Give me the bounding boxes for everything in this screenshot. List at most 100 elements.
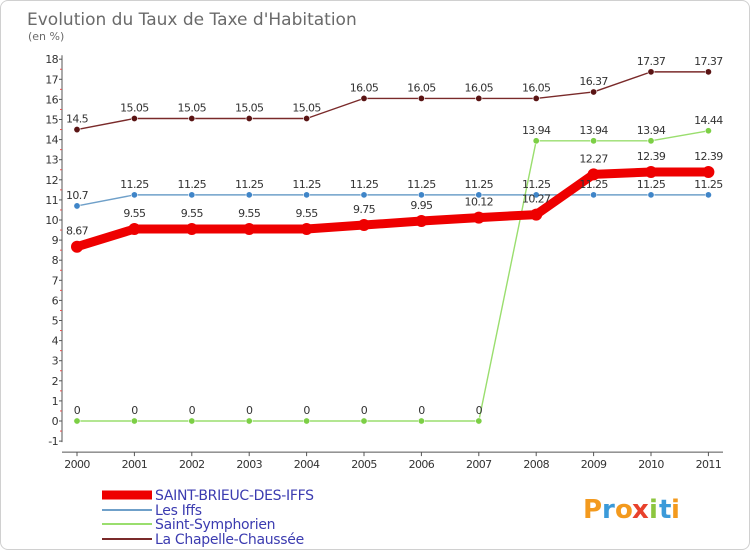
data-label: 15.05 [120, 101, 149, 114]
data-point [303, 191, 311, 199]
series-line [72, 167, 713, 252]
data-point [245, 417, 253, 425]
y-tick-label: 17 [45, 73, 58, 86]
legend-label: Saint-Symphorien [155, 517, 275, 533]
y-tick-label: 10 [45, 214, 58, 227]
data-point [360, 191, 368, 199]
logo-letter: o [615, 495, 633, 525]
data-point [130, 417, 138, 425]
series-line [76, 71, 710, 131]
data-label: 15.05 [235, 101, 264, 114]
data-label: 11.25 [694, 178, 723, 191]
data-label: 10.27 [522, 193, 551, 206]
data-point [188, 191, 196, 199]
y-tick-label: 2 [52, 375, 58, 388]
data-label: 8.67 [66, 225, 89, 238]
y-tick-label: 12 [45, 174, 58, 187]
chart-subtitle: (en %) [28, 30, 64, 43]
data-point [475, 417, 483, 425]
data-label: 0 [189, 404, 196, 417]
data-point [73, 202, 81, 210]
data-point [245, 114, 253, 122]
data-label: 9.55 [296, 207, 319, 220]
x-tick-label: 2010 [638, 458, 664, 471]
data-label: 9.55 [238, 207, 261, 220]
data-label: 11.25 [579, 178, 608, 191]
data-point [185, 223, 198, 236]
data-point [358, 219, 370, 232]
data-point [475, 191, 483, 199]
data-point [73, 417, 81, 425]
x-tick-label: 2004 [294, 458, 320, 471]
data-label: 11.25 [350, 178, 379, 191]
series-layer [71, 68, 715, 425]
data-point [647, 68, 655, 76]
data-point [587, 168, 600, 181]
y-tick-label: 15 [45, 114, 58, 127]
data-label: 13.94 [579, 124, 608, 137]
data-label: 14.44 [694, 114, 723, 127]
data-point [71, 240, 83, 253]
y-tick-label: -1 [48, 435, 58, 448]
x-tick-label: 2000 [64, 458, 90, 471]
data-label: 16.05 [465, 81, 494, 94]
data-label: 11.25 [292, 178, 321, 191]
data-point [300, 223, 313, 236]
chart-title: Evolution du Taux de Taxe d'Habitation [27, 10, 357, 30]
data-label: 11.25 [235, 178, 264, 191]
data-label: 13.94 [522, 124, 551, 137]
data-point [130, 114, 138, 122]
data-label: 16.37 [579, 75, 608, 88]
y-tick-label: 14 [45, 134, 58, 147]
series-line [76, 194, 710, 207]
data-point [415, 215, 428, 228]
x-tick-label: 2006 [409, 458, 435, 471]
data-label: 10.7 [66, 189, 89, 202]
data-point [360, 94, 368, 102]
data-label: 12.27 [579, 152, 608, 165]
y-tick-label: 7 [52, 274, 59, 287]
data-label: 16.05 [350, 81, 379, 94]
y-tick-label: 0 [52, 415, 59, 428]
logo-letter: i [649, 495, 658, 525]
data-label: 12.39 [637, 150, 666, 163]
data-label: 0 [476, 404, 483, 417]
logo-letter: i [671, 495, 680, 525]
data-label: 17.37 [694, 55, 723, 68]
data-label: 11.25 [637, 178, 666, 191]
data-label: 9.95 [410, 199, 433, 212]
data-point [647, 137, 655, 145]
data-label: 11.25 [522, 178, 551, 191]
legend-label: La Chapelle-Chaussée [155, 532, 304, 548]
data-point [590, 88, 598, 96]
logo-letter: x [632, 495, 649, 525]
y-tick-label: 16 [45, 93, 58, 106]
y-tick-label: 3 [52, 355, 59, 368]
y-tick-label: 8 [52, 254, 59, 267]
data-point [590, 191, 598, 199]
data-label: 0 [361, 404, 368, 417]
data-point [532, 94, 540, 102]
logo-letter: r [602, 495, 615, 525]
data-label: 15.05 [292, 101, 321, 114]
data-label: 0 [131, 404, 138, 417]
data-point [243, 223, 256, 236]
data-point [704, 191, 712, 199]
data-point [475, 94, 483, 102]
y-tick-label: 9 [52, 234, 59, 247]
x-tick-label: 2002 [179, 458, 205, 471]
data-label: 9.55 [181, 207, 204, 220]
data-point [303, 417, 311, 425]
y-tick-label: 6 [52, 294, 59, 307]
x-tick-label: 2007 [466, 458, 492, 471]
data-label: 14.5 [66, 113, 89, 126]
y-tick-label: 18 [45, 53, 58, 66]
data-label: 15.05 [178, 101, 207, 114]
data-point [590, 137, 598, 145]
data-label: 0 [418, 404, 425, 417]
data-point [417, 417, 425, 425]
data-point [704, 68, 712, 76]
